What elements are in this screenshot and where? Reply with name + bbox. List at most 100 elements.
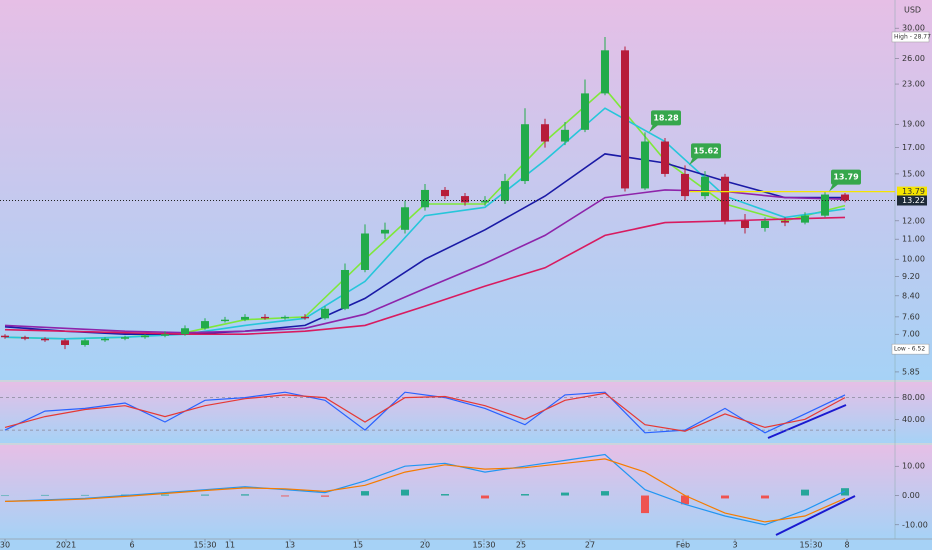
candle-body	[721, 176, 729, 221]
moving-average	[4, 216, 846, 335]
candle-body	[561, 129, 569, 142]
y-tick-label: 7.60	[902, 312, 920, 321]
y-tick-label: 10.00	[902, 255, 925, 264]
y-tick-label: 15.00	[902, 169, 925, 178]
histogram-bar	[281, 495, 289, 497]
x-tick-label: 27	[585, 541, 595, 550]
callout-label: 18.28	[653, 113, 679, 122]
indicator-line	[4, 458, 846, 523]
y-tick-label: 23.00	[902, 80, 925, 89]
candle-body	[261, 316, 269, 319]
y-tick-label: 19.00	[902, 120, 925, 129]
histogram-bar	[1, 495, 9, 497]
callout-box	[831, 169, 861, 185]
x-tick-label: 15:30	[193, 541, 216, 550]
x-tick-label: Feb	[676, 541, 690, 550]
stoch-panel	[0, 382, 932, 443]
high-tag	[891, 31, 930, 43]
candle-body	[381, 229, 389, 234]
candle-body	[401, 207, 409, 230]
histogram-bar	[681, 495, 689, 505]
histogram-bar	[361, 491, 369, 496]
candle-body	[421, 189, 429, 208]
low-tag	[891, 343, 930, 355]
trend-line	[775, 495, 856, 536]
candle-body	[781, 220, 789, 223]
y-tick-label: 40.00	[902, 415, 925, 424]
level-tag	[897, 186, 927, 197]
callout-pointer	[649, 124, 659, 133]
candle-body	[501, 181, 509, 201]
candle-body	[221, 319, 229, 322]
last-price-tag	[897, 195, 927, 206]
histogram-bar	[521, 494, 529, 496]
candle-body	[821, 194, 829, 216]
histogram-bar	[81, 494, 89, 496]
candle-body	[541, 124, 549, 142]
y-tick-label: 0.00	[902, 491, 920, 500]
y-tick-label: 11.00	[902, 235, 925, 244]
x-tick-label: 25	[516, 541, 526, 550]
candle-body	[601, 50, 609, 94]
callout-box	[691, 143, 721, 159]
y-tick-label: 80.00	[902, 393, 925, 402]
x-tick-label: 15:30	[799, 541, 822, 550]
candle-body	[101, 338, 109, 341]
candle-body	[61, 340, 69, 345]
candle-body	[201, 321, 209, 329]
y-tick-label: 17.00	[902, 143, 925, 152]
candle-body	[701, 176, 709, 197]
y-tick-label: 30.00	[902, 24, 925, 33]
x-tick-label: 2021	[56, 541, 76, 550]
candle-body	[521, 124, 529, 182]
histogram-bar	[801, 489, 809, 496]
x-tick-label: 11	[225, 541, 235, 550]
candle-body	[801, 215, 809, 223]
histogram-bar	[721, 495, 729, 499]
candle-body	[161, 334, 169, 336]
candle-body	[661, 141, 669, 174]
y-tick-label: 10.00	[902, 462, 925, 471]
x-tick-label: 20	[420, 541, 430, 550]
x-tick-label: 6	[129, 541, 134, 550]
trend-line	[767, 404, 847, 439]
indicator-line	[4, 453, 846, 526]
y-tick-label: 8.40	[902, 291, 920, 300]
y-tick-label: 7.00	[902, 330, 920, 339]
high-label: High - 28.77	[894, 33, 931, 40]
candle-body	[681, 173, 689, 197]
candle-body	[361, 233, 369, 270]
level-label: 13.79	[902, 187, 925, 196]
callout-label: 15.62	[693, 146, 718, 155]
candle-body	[81, 340, 89, 345]
candle-body	[461, 196, 469, 203]
candle-body	[281, 316, 289, 319]
indicator-line	[4, 391, 846, 434]
candle-body	[241, 316, 249, 320]
time-axis	[0, 539, 932, 550]
candle-body	[121, 337, 129, 339]
histogram-bar	[641, 495, 649, 514]
candle-body	[41, 338, 49, 341]
histogram-bar	[561, 492, 569, 496]
candle-body	[641, 141, 649, 189]
candle-body	[141, 335, 149, 338]
indicator-line	[4, 392, 846, 432]
candle-body	[441, 189, 449, 197]
x-tick-label: 15	[353, 541, 363, 550]
candle-body	[21, 337, 29, 339]
histogram-bar	[41, 494, 49, 496]
histogram-bar	[441, 494, 449, 496]
y-tick-label: -10.00	[902, 520, 928, 529]
x-tick-label: 13	[285, 541, 295, 550]
callout-label: 13.79	[833, 173, 859, 182]
y-tick-label: 5.85	[902, 367, 920, 376]
candle-body	[301, 316, 309, 319]
y-tick-label: 9.20	[902, 272, 920, 281]
callout-pointer	[829, 183, 839, 192]
histogram-bar	[161, 494, 169, 496]
candle-body	[621, 50, 629, 189]
x-tick-label: 8	[844, 541, 849, 550]
candle-body	[581, 93, 589, 130]
